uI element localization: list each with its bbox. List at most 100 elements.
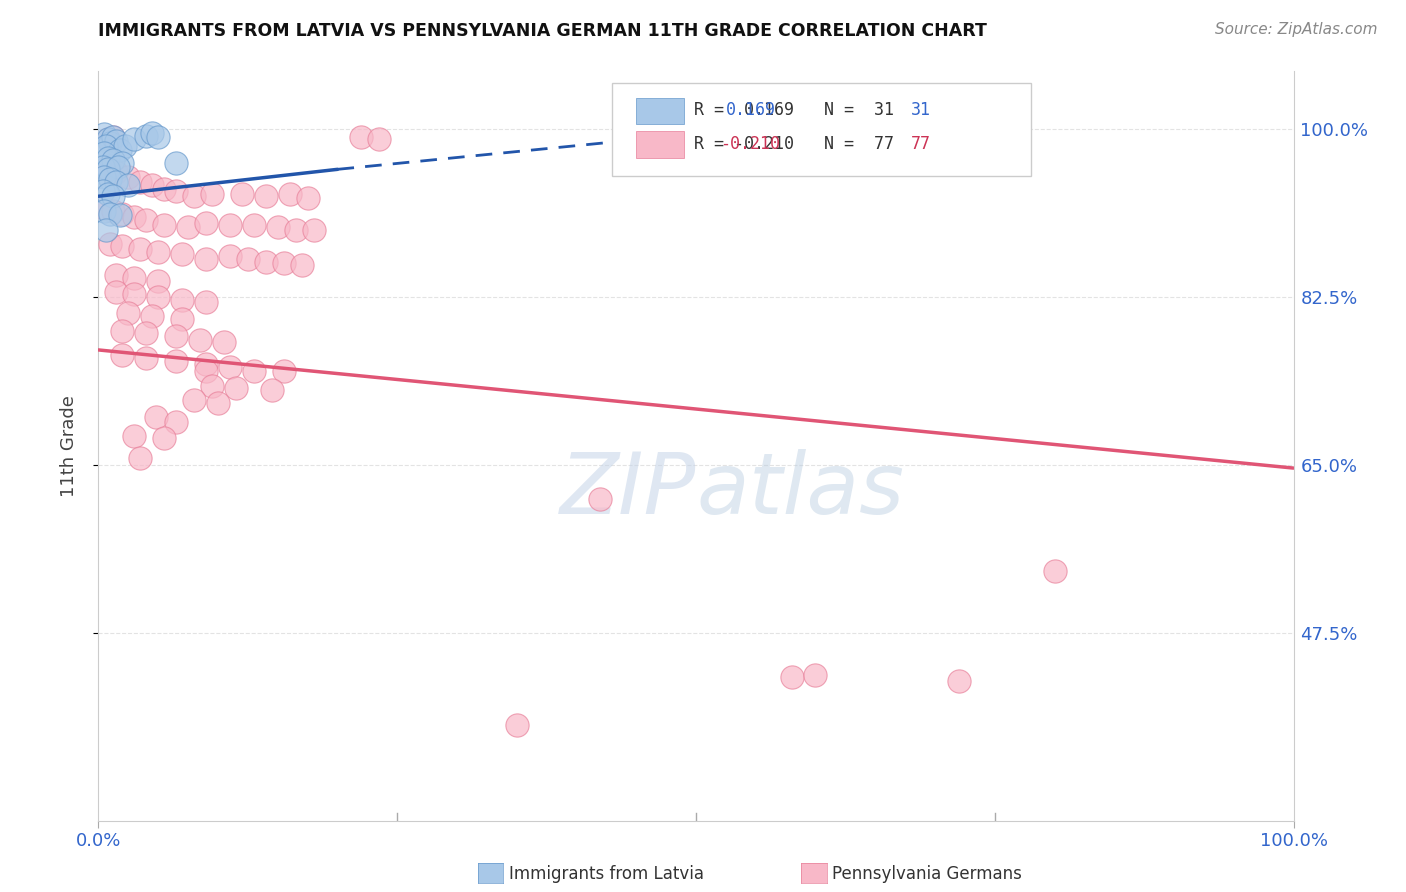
Point (243, 218, 266, 232)
Point (194, 364, 218, 378)
Point (254, 254, 277, 268)
Point (129, 175, 152, 189)
Point (165, 415, 187, 429)
Text: Immigrants from Latvia: Immigrants from Latvia (509, 865, 704, 883)
Text: atlas: atlas (696, 450, 904, 533)
Text: R =  0.169   N =  31: R = 0.169 N = 31 (693, 102, 894, 120)
Point (97, 131, 120, 145)
Point (111, 239, 134, 253)
Point (231, 187, 253, 202)
Point (93, 169, 115, 184)
Point (93, 203, 115, 218)
Point (97, 161, 120, 175)
Point (141, 178, 163, 192)
Point (105, 134, 128, 148)
Point (506, 717, 529, 731)
Point (194, 294, 218, 309)
Point (219, 360, 242, 375)
Point (153, 181, 176, 195)
Point (129, 242, 152, 256)
Point (201, 187, 224, 202)
Point (135, 213, 157, 227)
Point (124, 211, 146, 225)
Point (135, 351, 157, 365)
Point (97, 151, 120, 165)
Point (145, 410, 167, 425)
Point (194, 252, 218, 266)
Point (368, 131, 391, 145)
Text: R = -0.210   N =  77: R = -0.210 N = 77 (693, 135, 894, 153)
Point (129, 450, 152, 465)
Point (101, 129, 124, 144)
FancyBboxPatch shape (637, 131, 685, 158)
Point (172, 247, 194, 261)
Point (278, 187, 301, 202)
Point (93, 127, 115, 141)
Point (98, 172, 122, 186)
Point (297, 191, 319, 205)
Point (273, 256, 295, 270)
Point (165, 155, 187, 169)
Point (236, 252, 259, 266)
Text: Pennsylvania Germans: Pennsylvania Germans (832, 865, 1022, 883)
Point (291, 259, 314, 273)
Point (105, 268, 128, 282)
Text: 31: 31 (911, 102, 931, 120)
Point (183, 189, 205, 203)
Point (101, 129, 124, 144)
Point (111, 155, 134, 169)
Point (948, 674, 970, 689)
Text: 77: 77 (911, 135, 931, 153)
Point (165, 328, 187, 343)
Point (91, 161, 114, 175)
Point (165, 354, 187, 368)
Point (97, 162, 120, 177)
Point (107, 161, 129, 175)
Point (212, 335, 235, 350)
Point (148, 129, 170, 144)
Point (148, 274, 170, 288)
Point (94, 139, 117, 153)
Point (183, 392, 205, 407)
Point (93, 201, 115, 215)
Point (98, 206, 122, 220)
Point (141, 310, 163, 324)
Point (219, 249, 242, 263)
Point (780, 669, 803, 683)
Point (273, 364, 295, 378)
Point (97, 131, 120, 145)
Point (148, 290, 170, 304)
Point (108, 209, 131, 223)
Point (153, 218, 176, 232)
Point (172, 293, 194, 307)
Point (172, 312, 194, 326)
Point (117, 178, 139, 192)
Point (135, 326, 157, 340)
Point (108, 143, 131, 157)
Point (243, 364, 266, 378)
Point (101, 203, 124, 218)
Text: 0.169: 0.169 (725, 102, 776, 120)
Point (165, 185, 187, 199)
Point (194, 216, 218, 230)
Point (207, 396, 229, 410)
Point (124, 429, 146, 443)
Point (260, 384, 283, 398)
Point (225, 381, 247, 395)
Point (350, 129, 373, 144)
Point (111, 324, 134, 338)
Point (194, 357, 218, 371)
Point (201, 379, 224, 393)
Point (219, 218, 242, 232)
Point (124, 131, 146, 145)
Point (302, 223, 325, 237)
FancyBboxPatch shape (637, 97, 685, 124)
Point (124, 287, 146, 301)
Point (254, 189, 277, 203)
Text: Source: ZipAtlas.com: Source: ZipAtlas.com (1215, 22, 1378, 37)
Point (188, 334, 211, 348)
Point (804, 667, 827, 681)
Point (97, 187, 120, 202)
Point (98, 237, 122, 252)
Point (267, 219, 290, 234)
